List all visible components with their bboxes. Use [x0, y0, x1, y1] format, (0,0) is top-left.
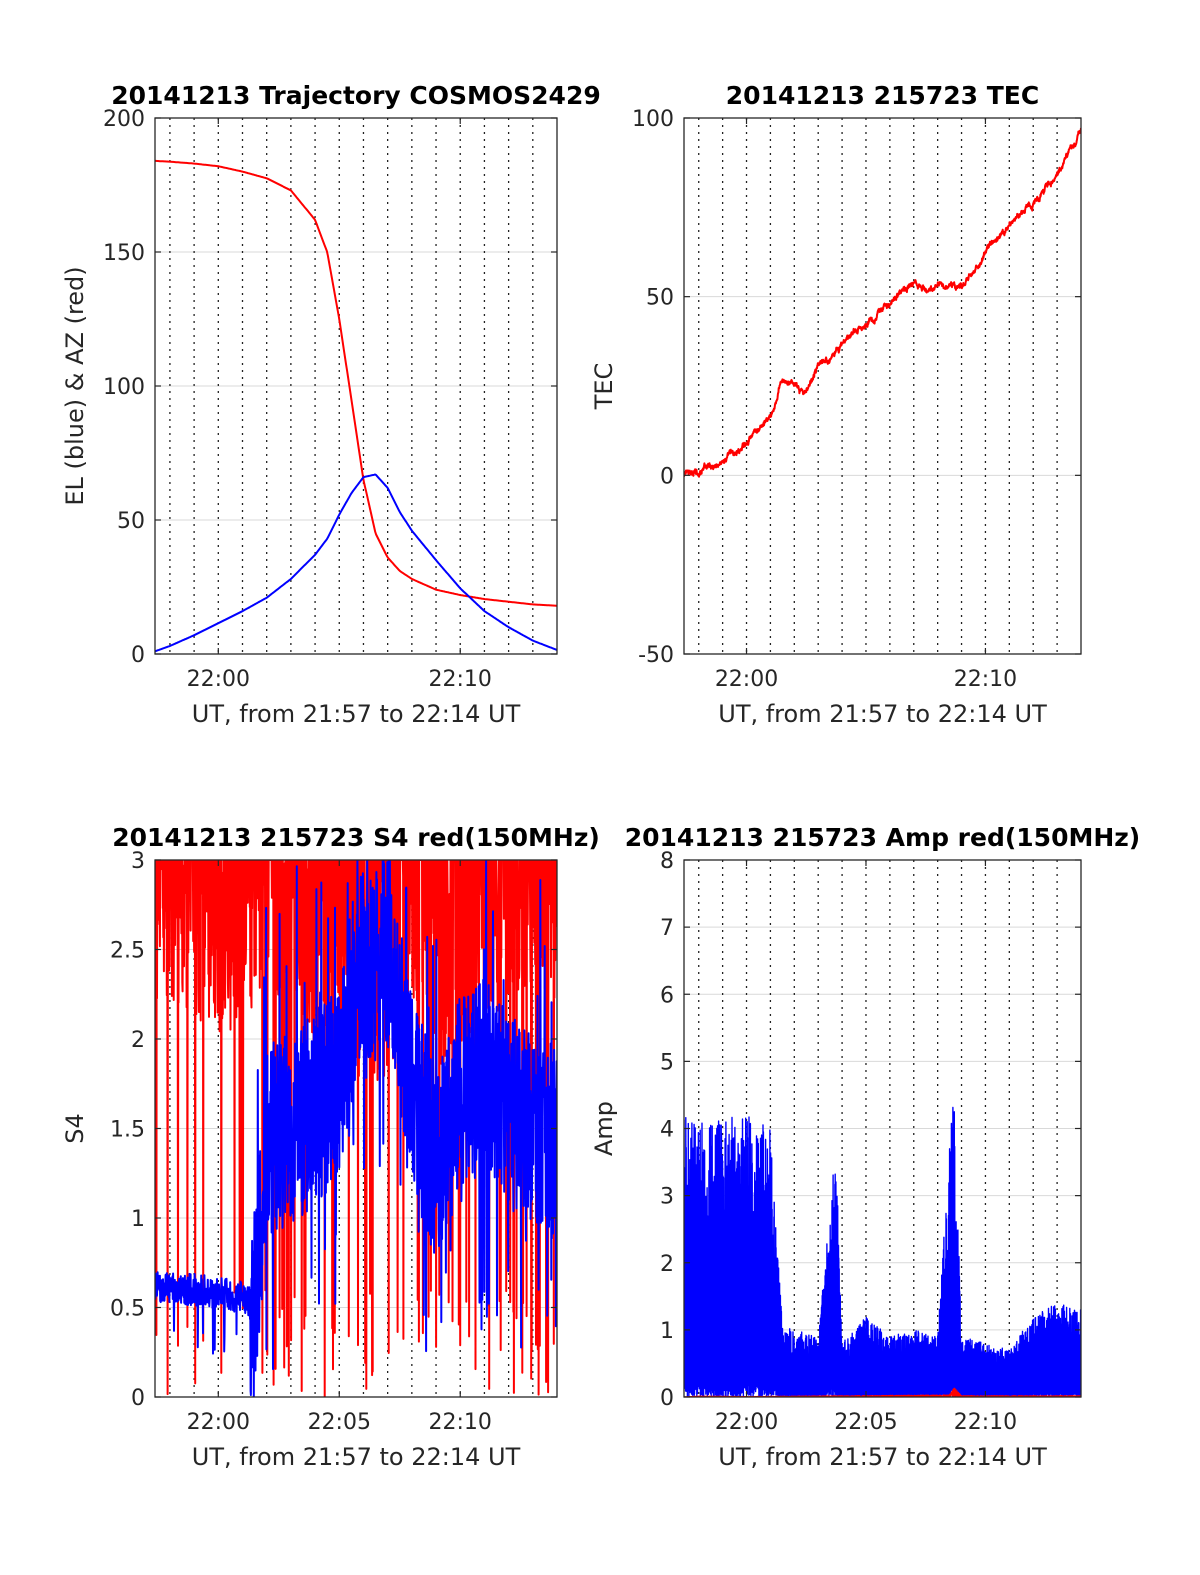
y-axis-label: S4 [61, 1113, 89, 1144]
series-line-2 [155, 473, 557, 653]
chart-title: 20141213 215723 Amp red(150MHz) [625, 823, 1141, 852]
y-tick-label: 1.5 [110, 1118, 145, 1143]
y-tick-label: 1 [131, 1207, 145, 1232]
y-tick-label: -50 [638, 643, 674, 668]
chart-panel-4: 0 1 2 3 4 5 6 7 8 22:00 22:05 22:10 20141213 215723 … [590, 823, 1140, 1471]
y-tick-label: 2 [660, 1252, 674, 1277]
x-tick-label: 22:10 [429, 667, 492, 692]
y-tick-label: 6 [660, 983, 674, 1008]
x-tick-label: 22:00 [187, 667, 250, 692]
y-tick-label: 0 [131, 1386, 145, 1411]
series-line-1 [155, 860, 557, 1397]
y-tick-label: 100 [632, 107, 674, 132]
chart-title: 20141213 Trajectory COSMOS2429 [111, 81, 601, 110]
y-tick-label: 8 [660, 849, 674, 874]
x-tick-label: 22:10 [429, 1410, 492, 1435]
y-tick-label: 50 [117, 509, 145, 534]
chart-title: 20141213 215723 S4 red(150MHz) [112, 823, 600, 852]
y-tick-label: 100 [103, 375, 145, 400]
chart-title: 20141213 215723 TEC [726, 81, 1039, 110]
x-tick-label: 22:05 [308, 1410, 371, 1435]
y-tick-label: 4 [660, 1118, 674, 1143]
y-tick-label: 50 [646, 286, 674, 311]
y-tick-label: 1 [660, 1319, 674, 1344]
x-axis-label: UT, from 21:57 to 22:14 UT [192, 700, 521, 728]
y-axis-label: Amp [590, 1101, 618, 1156]
y-tick-label: 3 [131, 849, 145, 874]
y-axis-label: EL (blue) & AZ (red) [61, 266, 89, 505]
y-tick-label: 0 [660, 1386, 674, 1411]
x-axis-label: UT, from 21:57 to 22:14 UT [718, 1443, 1047, 1471]
plot-area [155, 860, 557, 1397]
x-tick-label: 22:00 [187, 1410, 250, 1435]
y-tick-label: 2.5 [110, 939, 145, 964]
plot-area [684, 1106, 1081, 1397]
chart-panel-1: 0 50 100 150 200 22:00 22:10 20141213 Trajector… [61, 81, 601, 728]
y-tick-label: 2 [131, 1028, 145, 1053]
x-tick-label: 22:05 [834, 1410, 897, 1435]
axes-frame [683, 117, 1082, 655]
x-tick-label: 22:00 [715, 1410, 778, 1435]
plot-area [684, 127, 1081, 478]
y-tick-label: 0.5 [110, 1297, 145, 1322]
y-axis-label: TEC [590, 363, 618, 411]
y-tick-label: 150 [103, 241, 145, 266]
series-line-1 [684, 1106, 1081, 1397]
chart-panel-2: -50 0 50 100 22:00 22:10 20141213 215723 TEC UT… [590, 81, 1082, 728]
x-tick-label: 22:00 [715, 667, 778, 692]
y-tick-label: 0 [660, 464, 674, 489]
y-tick-label: 200 [103, 107, 145, 132]
y-tick-label: 3 [660, 1185, 674, 1210]
x-tick-label: 22:10 [954, 1410, 1017, 1435]
series-line-1 [155, 159, 557, 607]
y-tick-label: 7 [660, 916, 674, 941]
series-line-2 [155, 860, 557, 1397]
chart-panel-3: 0 0.5 1 1.5 2 2.5 3 22:00 22:05 22:10 20141213 215… [61, 823, 600, 1471]
x-tick-label: 22:10 [954, 667, 1017, 692]
y-tick-label: 5 [660, 1050, 674, 1075]
x-axis-label: UT, from 21:57 to 22:14 UT [718, 700, 1047, 728]
y-tick-label: 0 [131, 643, 145, 668]
plot-area [155, 159, 557, 653]
x-axis-label: UT, from 21:57 to 22:14 UT [192, 1443, 521, 1471]
series-line-1 [684, 127, 1081, 478]
